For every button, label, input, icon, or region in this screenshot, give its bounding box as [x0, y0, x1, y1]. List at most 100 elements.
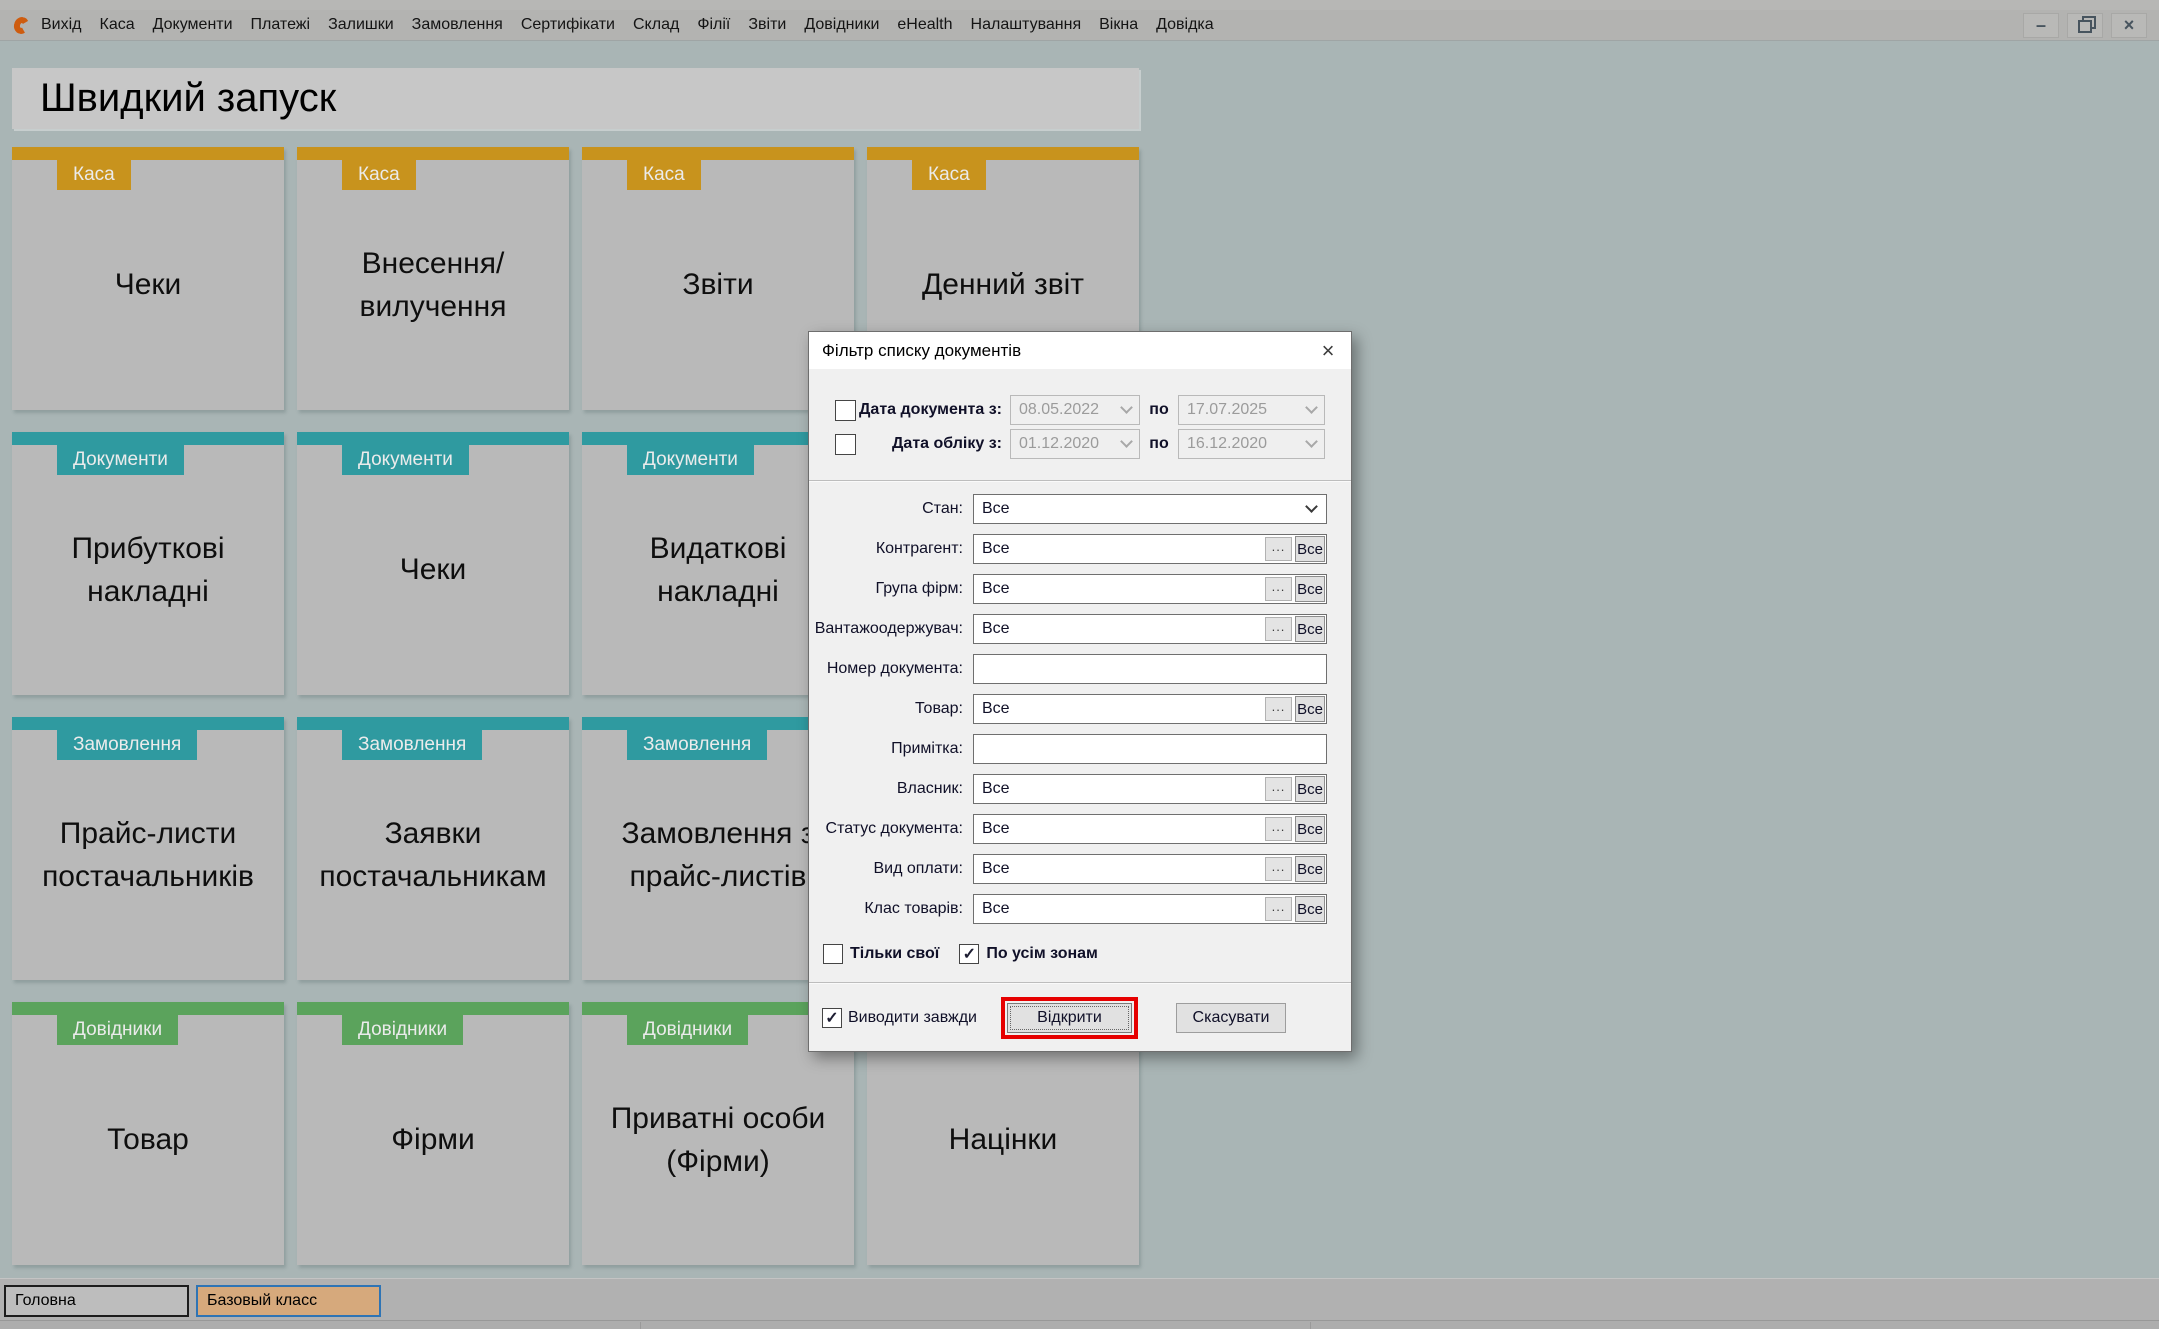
filter-field-row: Власник: Все ... Все	[809, 769, 1351, 809]
divider	[640, 1322, 641, 1329]
menu-item-3[interactable]: Платежі	[250, 16, 311, 33]
lookup-all-button[interactable]: Все	[1295, 536, 1325, 562]
filter-field-row: Група фірм: Все ... Все	[809, 569, 1351, 609]
field-label: Статус документа:	[825, 820, 963, 837]
divider	[1310, 1322, 1311, 1329]
menu-item-0[interactable]: Вихід	[41, 16, 82, 33]
date-to-picker[interactable]: 17.07.2025	[1178, 395, 1325, 425]
tile-category-bar	[582, 1002, 854, 1015]
dates-panel: Дата документа з: 08.05.2022 по 17.07.20…	[809, 369, 1351, 481]
lookup-all-button[interactable]: Все	[1295, 696, 1325, 722]
tile[interactable]: Документи Чеки	[297, 432, 569, 695]
field-value[interactable]: Все	[982, 620, 1010, 637]
restore-button[interactable]	[2067, 12, 2103, 38]
field-label: Вид оплати:	[873, 860, 963, 877]
field-label: Група фірм:	[875, 580, 963, 597]
taskbar-tab-1[interactable]: Базовый класс	[196, 1285, 381, 1317]
lookup-browse-button[interactable]: ...	[1265, 537, 1292, 561]
app-logo-icon	[12, 14, 31, 36]
filter-field-row: Вантажоодержувач: Все ... Все	[809, 609, 1351, 649]
field-value[interactable]: Все	[982, 700, 1010, 717]
menu-item-1[interactable]: Каса	[99, 16, 135, 33]
field-value[interactable]: Все	[982, 820, 1010, 837]
menu-item-6[interactable]: Сертифікати	[520, 16, 615, 33]
tile-category-bar	[12, 717, 284, 730]
lookup-all-button[interactable]: Все	[1295, 816, 1325, 842]
menu-item-7[interactable]: Склад	[633, 16, 680, 33]
minimize-button[interactable]: –	[2023, 12, 2059, 38]
text-input[interactable]	[973, 734, 1327, 764]
menu-item-5[interactable]: Замовлення	[411, 16, 503, 33]
field-value[interactable]: Все	[982, 580, 1010, 597]
menu-item-8[interactable]: Філії	[697, 16, 731, 33]
tile-category-badge: Каса	[342, 160, 416, 190]
cancel-button[interactable]: Скасувати	[1176, 1002, 1286, 1033]
lookup-all-button[interactable]: Все	[1295, 896, 1325, 922]
tile-category-badge: Довідники	[57, 1015, 179, 1045]
field-value[interactable]: Все	[982, 860, 1010, 877]
date-to-picker[interactable]: 16.12.2020	[1178, 429, 1325, 459]
tile-category-badge: Каса	[57, 160, 131, 190]
quick-launch-header: Швидкий запуск	[12, 68, 1139, 129]
tile-category-bar	[297, 147, 569, 160]
menu-item-11[interactable]: eHealth	[897, 16, 953, 33]
text-input[interactable]	[973, 654, 1327, 684]
window-controls: – ×	[2023, 12, 2151, 38]
taskbar-tab-0[interactable]: Головна	[4, 1285, 189, 1317]
tile[interactable]: Довідники Фірми	[297, 1002, 569, 1265]
tile[interactable]: Документи Прибуткові накладні	[12, 432, 284, 695]
tile[interactable]: Каса Чеки	[12, 147, 284, 410]
lookup-browse-button[interactable]: ...	[1265, 857, 1292, 881]
field-value[interactable]: Все	[982, 540, 1010, 557]
menu-item-10[interactable]: Довідники	[804, 16, 880, 33]
dialog-close-icon[interactable]: ×	[1321, 337, 1335, 363]
lookup-all-button[interactable]: Все	[1295, 576, 1325, 602]
field-value[interactable]: Все	[982, 900, 1010, 917]
tile[interactable]: Каса Внесення/вилучення	[297, 147, 569, 410]
fields-rows: Стан: Все Контрагент: Все ... Все Група …	[809, 489, 1351, 929]
tile-category-bar	[12, 1002, 284, 1015]
lookup-browse-button[interactable]: ...	[1265, 777, 1292, 801]
field-label: Стан:	[922, 500, 963, 517]
option-checkbox[interactable]	[959, 944, 980, 964]
date-from-picker[interactable]: 08.05.2022	[1010, 395, 1140, 425]
open-button[interactable]: Відкрити	[1007, 1002, 1132, 1033]
lookup-all-button[interactable]: Все	[1295, 616, 1325, 642]
menu-item-12[interactable]: Налаштування	[970, 16, 1082, 33]
option-checkbox[interactable]	[823, 944, 843, 964]
always-show-checkbox[interactable]	[822, 1007, 842, 1028]
filter-field-row: Товар: Все ... Все	[809, 689, 1351, 729]
field-value[interactable]: Все	[982, 780, 1010, 797]
lookup-browse-button[interactable]: ...	[1265, 577, 1292, 601]
close-button[interactable]: ×	[2111, 12, 2147, 38]
tile[interactable]: Довідники Товар	[12, 1002, 284, 1265]
lookup-field: Все ... Все	[973, 894, 1327, 924]
date-from-picker[interactable]: 01.12.2020	[1010, 429, 1140, 459]
lookup-all-button[interactable]: Все	[1295, 776, 1325, 802]
date-checkbox[interactable]	[835, 399, 856, 421]
menu-item-9[interactable]: Звіти	[748, 16, 787, 33]
field-control	[973, 654, 1327, 684]
lookup-browse-button[interactable]: ...	[1265, 617, 1292, 641]
tile-label: Товар	[107, 1123, 189, 1157]
select-dropdown[interactable]: Все	[973, 494, 1327, 524]
menu-item-14[interactable]: Довідка	[1156, 16, 1214, 33]
chevron-down-icon	[1305, 500, 1318, 513]
bottom-strip	[0, 1320, 2159, 1329]
menu-item-13[interactable]: Вікна	[1099, 16, 1139, 33]
dialog-body: Дата документа з: 08.05.2022 по 17.07.20…	[809, 369, 1351, 1051]
tile-category-badge: Каса	[912, 160, 986, 190]
date-checkbox[interactable]	[835, 433, 856, 455]
menu-item-4[interactable]: Залишки	[328, 16, 394, 33]
lookup-all-button[interactable]: Все	[1295, 856, 1325, 882]
menu-item-2[interactable]: Документи	[152, 16, 233, 33]
lookup-browse-button[interactable]: ...	[1265, 897, 1292, 921]
filter-field-row: Стан: Все	[809, 489, 1351, 529]
tile[interactable]: Замовлення Прайс-листи постачальників	[12, 717, 284, 980]
tile[interactable]: Замовлення Заявки постачальникам	[297, 717, 569, 980]
lookup-browse-button[interactable]: ...	[1265, 697, 1292, 721]
lookup-browse-button[interactable]: ...	[1265, 817, 1292, 841]
option-checkbox-group: По усім зонам	[959, 944, 1098, 964]
filter-field-row: Вид оплати: Все ... Все	[809, 849, 1351, 889]
